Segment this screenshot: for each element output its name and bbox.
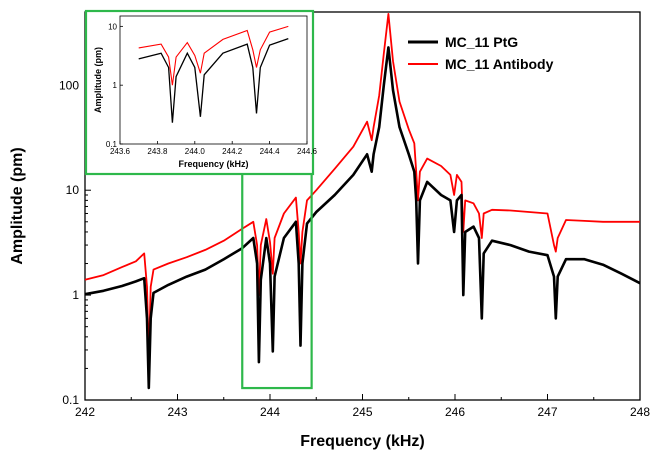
x-tick-label: 243 — [167, 405, 187, 419]
inset-series-line-antibody — [138, 25, 289, 86]
inset-y-axis-title: Amplitude (pm) — [93, 47, 103, 113]
x-tick-label: 246 — [445, 405, 465, 419]
inset-x-tick-label: 243.6 — [110, 147, 131, 156]
inset-x-tick-label: 243.8 — [147, 147, 168, 156]
inset-x-axis-title: Frequency (kHz) — [178, 159, 248, 169]
x-tick-label: 245 — [352, 405, 372, 419]
y-tick-label: 1 — [72, 288, 79, 302]
inset-y-tick-label: 10 — [108, 22, 117, 31]
legend-label: MC_11 PtG — [445, 34, 518, 50]
inset-plot: 243.6 243.8 244.0 244.2 244.4 244.6 0.1 1 10 Freq… — [84, 9, 318, 176]
inset-x-tick-label: 244.4 — [260, 147, 281, 156]
inset-x-tick-label: 244.0 — [185, 147, 206, 156]
legend: MC_11 PtG MC_11 Antibody — [408, 34, 554, 72]
inset-y-tick-label: 0.1 — [106, 140, 118, 149]
x-tick-label: 242 — [75, 405, 95, 419]
main-plot-area: 242 243 244 245 246 247 248 0.1 1 10 100 — [59, 11, 650, 419]
x-tick-label: 247 — [537, 405, 557, 419]
inset-x-tick-label: 244.6 — [297, 147, 318, 156]
y-tick-label: 0.1 — [62, 393, 79, 407]
x-tick-label: 244 — [260, 405, 280, 419]
y-tick-label: 10 — [66, 183, 80, 197]
series-line-ptg — [84, 46, 641, 390]
x-axis-title: Frequency (kHz) — [300, 433, 424, 450]
inset-frame — [84, 9, 315, 176]
legend-label: MC_11 Antibody — [445, 56, 554, 72]
series-line-antibody — [84, 13, 640, 360]
inset-series-line-ptg — [138, 37, 289, 123]
inset-y-tick-label: 1 — [113, 81, 118, 90]
y-axis-title: Amplitude (pm) — [9, 147, 26, 264]
y-tick-label: 100 — [59, 78, 79, 92]
inset-plot-frame — [119, 15, 308, 145]
x-tick-label: 248 — [630, 405, 650, 419]
inset-x-tick-label: 244.2 — [222, 147, 243, 156]
